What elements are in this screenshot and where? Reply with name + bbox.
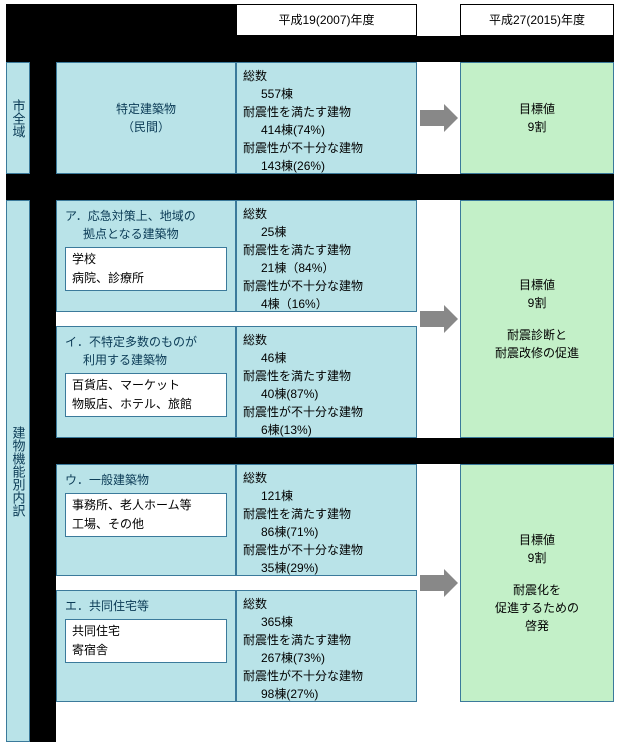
row3b-category: エ．共同住宅等 共同住宅 寄宿舎 [56, 590, 236, 702]
vlabel-breakdown-text: 建物機能別内訳 [9, 426, 28, 517]
row2a-ng: 4棟（16%） [243, 295, 410, 313]
row2a-ng-label: 耐震性が不十分な建物 [243, 277, 410, 295]
row3a-white: 事務所、老人ホーム等 工場、その他 [65, 493, 227, 537]
row2b-stats: 総数 46棟 耐震性を満たす建物 40棟(87%) 耐震性が不十分な建物 6棟(… [236, 326, 417, 438]
row3a-title: ウ．一般建築物 [65, 471, 227, 489]
row1-ng: 143棟(26%) [243, 157, 410, 175]
vlabel-city-text: 市全域 [9, 99, 28, 138]
row2a-white: 学校 病院、診療所 [65, 247, 227, 291]
row1-ok-label: 耐震性を満たす建物 [243, 103, 410, 121]
row2b-ok-label: 耐震性を満たす建物 [243, 367, 410, 385]
arrow-3 [420, 569, 458, 597]
row3b-title: エ．共同住宅等 [65, 597, 227, 615]
row3a-stats: 総数 121棟 耐震性を満たす建物 86棟(71%) 耐震性が不十分な建物 35… [236, 464, 417, 576]
row3b-ok-label: 耐震性を満たす建物 [243, 631, 410, 649]
gap-band-2 [6, 174, 614, 200]
row1-total-label: 総数 [243, 67, 410, 85]
row1-target-l2: 9割 [528, 118, 547, 136]
row2b-white: 百貨店、マーケット 物販店、ホテル、旅館 [65, 373, 227, 417]
row2a-ok-label: 耐震性を満たす建物 [243, 241, 410, 259]
row3a-ok: 86棟(71%) [243, 523, 410, 541]
row3a-ok-label: 耐震性を満たす建物 [243, 505, 410, 523]
row1-stats: 総数 557棟 耐震性を満たす建物 414棟(74%) 耐震性が不十分な建物 1… [236, 62, 417, 174]
row1-category: 特定建築物 （民間） [56, 62, 236, 174]
row3b-ok: 267棟(73%) [243, 649, 410, 667]
gap-band-3 [56, 438, 614, 464]
row3b-total: 365棟 [243, 613, 410, 631]
row2a-total-label: 総数 [243, 205, 410, 223]
row2b-ok: 40棟(87%) [243, 385, 410, 403]
t3-l2: 9割 [528, 549, 547, 567]
vlabel-city: 市全域 [6, 62, 30, 174]
target-2: 目標値 9割 耐震診断と 耐震改修の促進 [460, 200, 614, 438]
t2-l1: 目標値 [519, 276, 555, 294]
t3-l3: 耐震化を [513, 581, 561, 599]
t3-l5: 啓発 [525, 617, 549, 635]
t3-l1: 目標値 [519, 531, 555, 549]
row3b-ng: 98棟(27%) [243, 685, 410, 703]
header-2007-text: 平成19(2007)年度 [278, 13, 374, 27]
t2-l4: 耐震改修の促進 [495, 344, 579, 362]
row1-target: 目標値 9割 [460, 62, 614, 174]
row2a-stats: 総数 25棟 耐震性を満たす建物 21棟（84%） 耐震性が不十分な建物 4棟（… [236, 200, 417, 312]
t3-l4: 促進するための [495, 599, 579, 617]
row3a-ng: 35棟(29%) [243, 559, 410, 577]
vlabel-breakdown: 建物機能別内訳 [6, 200, 30, 742]
row1-cat-sub: （民間） [122, 118, 170, 136]
header-2015: 平成27(2015)年度 [460, 4, 614, 36]
row3b-white: 共同住宅 寄宿舎 [65, 619, 227, 663]
row2a-total: 25棟 [243, 223, 410, 241]
target-3: 目標値 9割 耐震化を 促進するための 啓発 [460, 464, 614, 702]
row2a-category: ア．応急対策上、地域の 拠点となる建築物 学校 病院、診療所 [56, 200, 236, 312]
diagram-canvas: 平成19(2007)年度 平成27(2015)年度 市全域 建物機能別内訳 特定… [0, 0, 620, 746]
row1-cat-title: 特定建築物 [116, 100, 176, 118]
row3a-ng-label: 耐震性が不十分な建物 [243, 541, 410, 559]
arrow-1 [420, 104, 458, 132]
row1-total: 557棟 [243, 85, 410, 103]
row2b-title: イ．不特定多数のものが [65, 333, 227, 351]
row3a-total: 121棟 [243, 487, 410, 505]
arrow-2 [420, 305, 458, 333]
row3a-total-label: 総数 [243, 469, 410, 487]
row2a-title: ア．応急対策上、地域の [65, 207, 227, 225]
row3b-stats: 総数 365棟 耐震性を満たす建物 267棟(73%) 耐震性が不十分な建物 9… [236, 590, 417, 702]
row1-ok: 414棟(74%) [243, 121, 410, 139]
vert-band-1 [30, 62, 56, 174]
header-2015-text: 平成27(2015)年度 [489, 13, 585, 27]
row2b-total-label: 総数 [243, 331, 410, 349]
row1-ng-label: 耐震性が不十分な建物 [243, 139, 410, 157]
row2b-ng-label: 耐震性が不十分な建物 [243, 403, 410, 421]
row3b-total-label: 総数 [243, 595, 410, 613]
row3a-category: ウ．一般建築物 事務所、老人ホーム等 工場、その他 [56, 464, 236, 576]
header-black-band [6, 4, 236, 36]
row3b-ng-label: 耐震性が不十分な建物 [243, 667, 410, 685]
row2b-title2: 利用する建築物 [65, 351, 227, 369]
row2a-ok: 21棟（84%） [243, 259, 410, 277]
gap-band-1 [6, 36, 614, 62]
row2b-category: イ．不特定多数のものが 利用する建築物 百貨店、マーケット 物販店、ホテル、旅館 [56, 326, 236, 438]
header-2007: 平成19(2007)年度 [236, 4, 417, 36]
row1-target-l1: 目標値 [519, 100, 555, 118]
row2a-title2: 拠点となる建築物 [65, 225, 227, 243]
row2b-total: 46棟 [243, 349, 410, 367]
t2-l2: 9割 [528, 294, 547, 312]
t2-l3: 耐震診断と [507, 326, 567, 344]
vert-band-2 [30, 200, 56, 742]
row2b-ng: 6棟(13%) [243, 421, 410, 439]
